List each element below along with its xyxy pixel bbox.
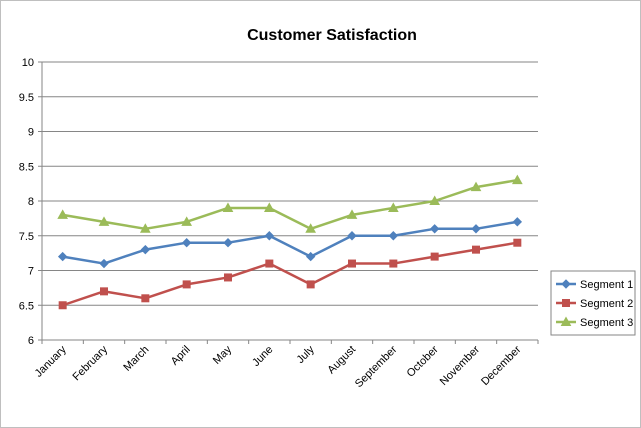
data-point: [430, 252, 439, 261]
data-point: [387, 202, 399, 212]
y-tick-label: 10: [22, 57, 34, 69]
y-tick-label: 9.5: [19, 92, 34, 104]
x-tick-label: April: [169, 344, 193, 368]
legend-item: Segment 3: [556, 316, 633, 329]
x-tick-label: March: [121, 344, 151, 374]
series-2: [58, 238, 522, 310]
y-tick-label: 7: [28, 266, 34, 278]
data-point: [511, 174, 523, 185]
data-point: [265, 259, 274, 268]
gridlines: [42, 61, 538, 306]
x-tick-label: June: [250, 344, 275, 369]
y-tick-label: 7.5: [19, 231, 34, 243]
data-point: [139, 223, 151, 233]
x-tick-label: September: [353, 343, 400, 390]
x-tick-label: July: [294, 343, 317, 366]
data-point: [347, 231, 357, 241]
data-point: [181, 216, 193, 226]
y-tick-label: 6.5: [19, 300, 34, 312]
legend-marker: [561, 279, 571, 289]
data-point: [181, 237, 192, 248]
y-tick-label: 8: [28, 196, 34, 208]
legend-marker: [562, 299, 570, 307]
data-point: [222, 202, 234, 212]
data-point: [513, 238, 522, 247]
x-tick-label: February: [71, 343, 111, 383]
legend-label: Segment 1: [580, 279, 633, 291]
x-tick-label: October: [405, 343, 441, 379]
legend: Segment 1 Segment 2 Segment 3: [550, 270, 636, 336]
data-point: [140, 244, 151, 255]
x-tick-label: May: [211, 343, 235, 367]
data-point: [429, 224, 440, 234]
data-point: [305, 251, 316, 262]
x-tick-label: December: [479, 343, 524, 388]
series-line: [62, 241, 518, 307]
series-3: [57, 174, 523, 233]
data-point: [346, 209, 358, 219]
legend-item: Segment 2: [556, 298, 633, 310]
data-point: [512, 217, 523, 227]
y-tick-label: 8.5: [19, 161, 34, 173]
data-point: [306, 280, 315, 289]
data-point: [348, 259, 356, 268]
legend-label: Segment 2: [580, 298, 633, 310]
data-point: [429, 195, 441, 205]
data-point: [388, 231, 399, 241]
data-point: [98, 216, 110, 226]
data-point: [471, 224, 481, 234]
legend-marker: [560, 316, 572, 326]
data-point: [100, 287, 108, 296]
axes: 6 6.5 7 7.5 8 8.5 9 9.5 10 January February March Ap…: [19, 57, 539, 390]
chart-title: Customer Satisfaction: [247, 27, 417, 44]
y-tick-label: 6: [28, 335, 34, 347]
data-point: [305, 223, 317, 233]
data-point: [141, 294, 150, 303]
series-1: [57, 217, 523, 269]
data-point: [263, 202, 275, 212]
x-tick-label: November: [438, 343, 483, 388]
series-line: [62, 178, 518, 231]
data-point: [389, 259, 398, 268]
y-tick-label: 9: [28, 127, 34, 139]
data-point: [57, 251, 68, 262]
legend-label: Segment 3: [580, 317, 633, 329]
data-point: [470, 181, 482, 192]
data-point: [99, 258, 109, 269]
data-point: [472, 245, 480, 254]
data-point: [224, 273, 232, 282]
data-point: [223, 237, 233, 248]
x-tick-label: January: [33, 343, 70, 380]
series-layer: [57, 174, 523, 310]
data-point: [57, 209, 69, 219]
series-line: [62, 220, 518, 265]
x-tick-label: August: [325, 344, 358, 377]
data-point: [182, 280, 191, 289]
data-point: [58, 301, 67, 310]
legend-item: Segment 1: [556, 279, 633, 291]
data-point: [264, 231, 275, 241]
